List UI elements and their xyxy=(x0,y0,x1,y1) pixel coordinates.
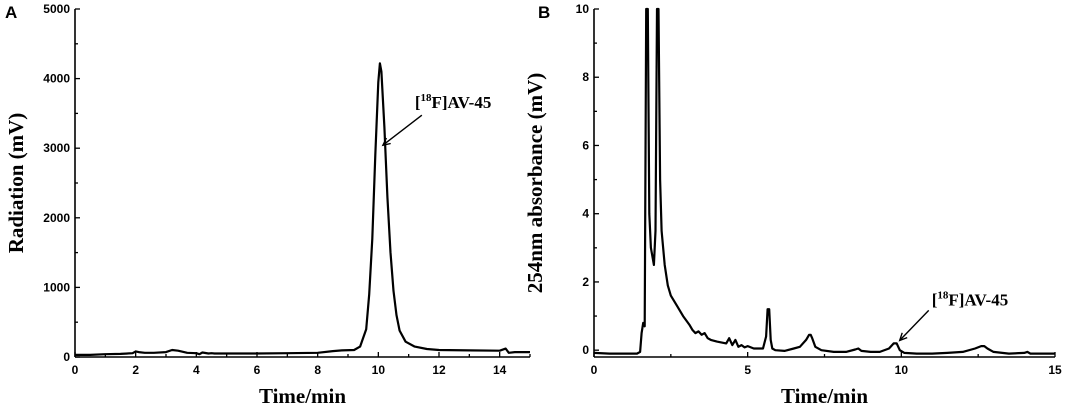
panel-b-y-tick-label: 2 xyxy=(582,275,589,289)
panel-b-y-tick-label: 8 xyxy=(582,70,589,84)
panel-a-x-tick-label: 2 xyxy=(132,363,139,377)
panel-b-x-tick-label: 5 xyxy=(744,363,751,377)
panel-b-x-tick-label: 0 xyxy=(591,363,598,377)
panel-a-annotation-label: [18F]AV-45 xyxy=(415,92,491,112)
chart-panel-b: B 0 5 10 15 0 2 4 6 8 10 [18F]AV-45 Time/min 254n… xyxy=(523,2,1062,408)
panel-a-y-tick-label: 0 xyxy=(63,350,70,364)
panel-a-y-tick-label: 3000 xyxy=(43,141,70,155)
panel-letter-b: B xyxy=(538,3,550,22)
panel-a-annotation-arrow-head xyxy=(381,137,391,147)
panel-b-y-tick-label: 10 xyxy=(576,2,590,16)
panel-b-trace-line xyxy=(593,7,1055,355)
panel-a-trace-line xyxy=(75,62,530,356)
panel-b-x-tick-label: 10 xyxy=(895,363,909,377)
panel-a-annotation-bracket: [ xyxy=(415,93,421,112)
panel-a-y-tick-label: 5000 xyxy=(43,2,70,16)
panel-a-x-tick-label: 12 xyxy=(432,363,446,377)
panel-a-y-tick-label: 2000 xyxy=(43,211,70,225)
panel-a-x-tick-label: 8 xyxy=(314,363,321,377)
panel-b-y-tick-label: 0 xyxy=(582,343,589,357)
panel-b-y-axis-title: 254nm absorbance (mV) xyxy=(523,73,547,294)
panel-b-annotation-bracket: [ xyxy=(932,290,938,309)
panel-a-x-axis-title: Time/min xyxy=(259,384,346,408)
panel-letter-a: A xyxy=(5,3,17,22)
panel-a-ticks-layer: 0 2 4 6 8 10 12 14 0 1000 2000 3000 4000 5000 xyxy=(43,2,531,377)
chart-panel-a: A 0 2 4 6 8 10 12 14 0 1000 2000 3000 4000 5000 [18F]… xyxy=(4,2,531,408)
panel-b-annotation: [18F]AV-45 xyxy=(898,289,1008,342)
panel-a-annotation-superscript: 18 xyxy=(421,92,433,104)
panel-a-annotation: [18F]AV-45 xyxy=(381,92,491,147)
panel-b-annotation-arrow-shaft xyxy=(899,309,930,341)
panel-a-annotation-arrow-shaft xyxy=(382,114,423,146)
panel-b-annotation-label: [18F]AV-45 xyxy=(932,289,1008,309)
panel-b-annotation-arrow-head xyxy=(898,332,908,342)
panel-a-x-tick-label: 14 xyxy=(493,363,507,377)
panel-a-y-tick-label: 4000 xyxy=(43,72,70,86)
panel-b-ticks-layer: 0 5 10 15 0 2 4 6 8 10 xyxy=(576,2,1062,377)
panel-a-x-tick-label: 4 xyxy=(193,363,200,377)
panel-a-annotation-main: F]AV-45 xyxy=(432,93,492,112)
panel-a-x-tick-label: 0 xyxy=(72,363,79,377)
panel-b-x-axis-title: Time/min xyxy=(781,384,868,408)
panel-a-x-tick-label: 10 xyxy=(372,363,386,377)
panel-a-x-tick-label: 6 xyxy=(254,363,261,377)
panel-b-y-tick-label: 6 xyxy=(582,138,589,152)
panel-b-x-tick-label: 15 xyxy=(1048,363,1062,377)
panel-b-y-tick-label: 4 xyxy=(582,207,589,221)
panel-a-y-axis-title: Radiation (mV) xyxy=(4,113,28,254)
panel-a-y-tick-label: 1000 xyxy=(43,280,70,294)
panel-b-annotation-main: F]AV-45 xyxy=(948,290,1008,309)
panel-b-annotation-superscript: 18 xyxy=(937,289,949,301)
